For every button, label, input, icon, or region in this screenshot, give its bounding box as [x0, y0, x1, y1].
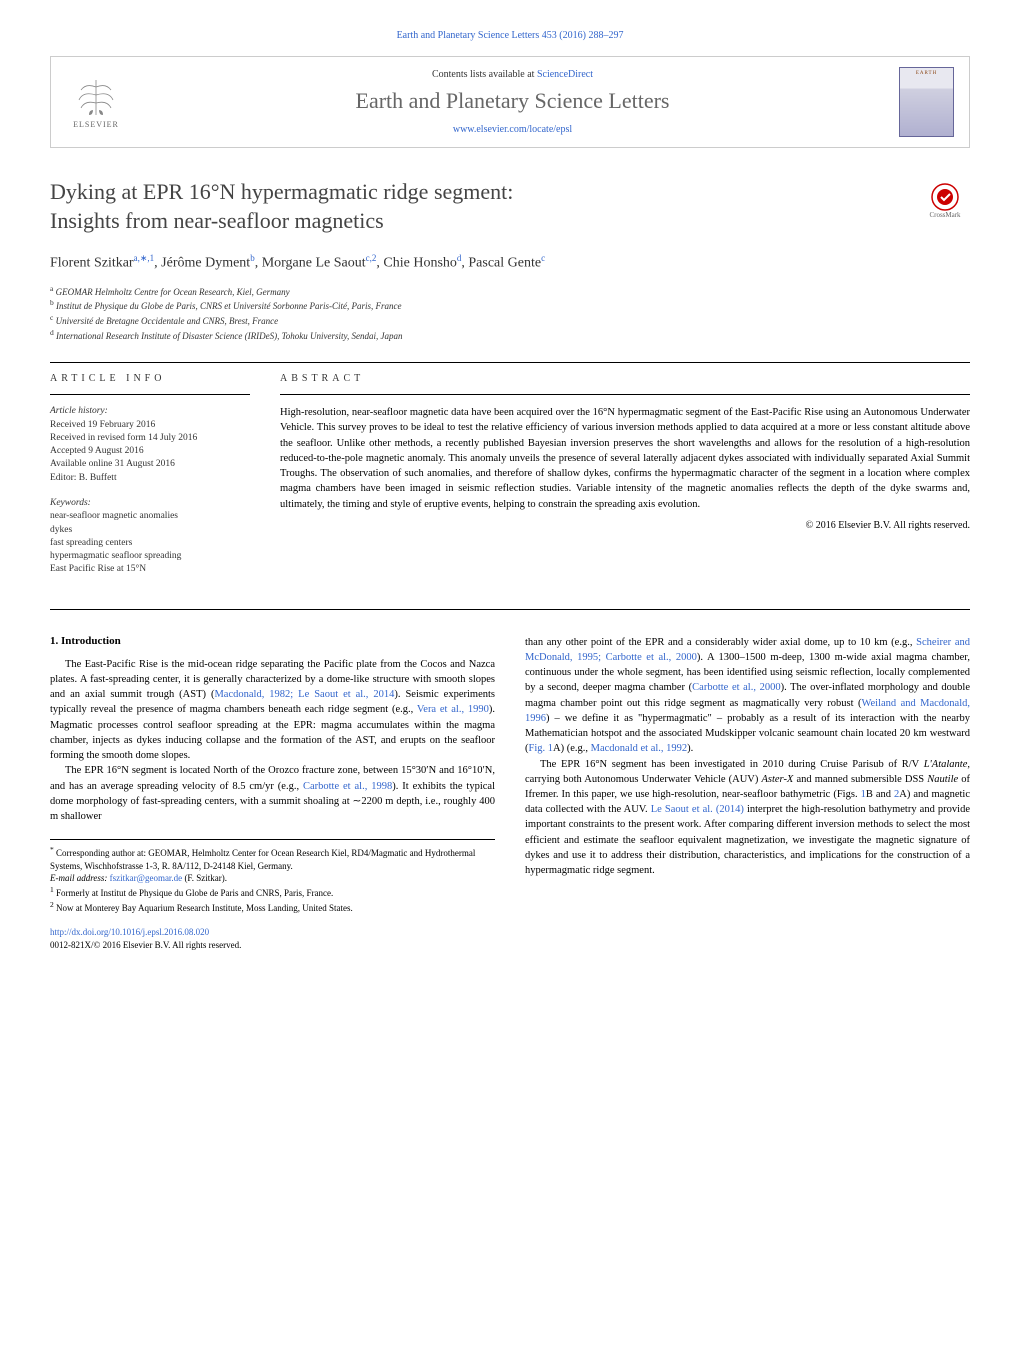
- journal-url[interactable]: www.elsevier.com/locate/epsl: [126, 124, 899, 135]
- top-citation[interactable]: Earth and Planetary Science Letters 453 …: [50, 30, 970, 41]
- doi-block: http://dx.doi.org/10.1016/j.epsl.2016.08…: [50, 926, 495, 951]
- elsevier-label: ELSEVIER: [73, 120, 119, 129]
- keyword-1: near-seafloor magnetic anomalies: [50, 511, 178, 521]
- body-columns: 1. Introduction The East-Pacific Rise is…: [50, 635, 970, 952]
- author-1-sup[interactable]: a,∗,1: [134, 253, 155, 263]
- ref-vera-1990[interactable]: Vera et al., 1990: [417, 704, 489, 715]
- intro-p2: The EPR 16°N segment is located North of…: [50, 763, 495, 824]
- sciencedirect-link[interactable]: ScienceDirect: [537, 69, 593, 80]
- title-line1: Dyking at EPR 16°N hypermagmatic ridge s…: [50, 179, 513, 204]
- article-info-column: ARTICLE INFO Article history: Received 1…: [50, 373, 250, 589]
- abstract-text: High-resolution, near-seafloor magnetic …: [280, 405, 970, 512]
- keyword-3: fast spreading centers: [50, 538, 132, 548]
- article-info-header: ARTICLE INFO: [50, 373, 250, 384]
- abstract-copyright: © 2016 Elsevier B.V. All rights reserved…: [280, 520, 970, 531]
- intro-p3: The EPR 16°N segment has been investigat…: [525, 757, 970, 879]
- intro-p1: The East-Pacific Rise is the mid-ocean r…: [50, 657, 495, 764]
- received-date: Received 19 February 2016: [50, 420, 155, 430]
- footnote-2: 2 Now at Monterey Bay Aquarium Research …: [50, 900, 495, 915]
- intro-p2-cont: than any other point of the EPR and a co…: [525, 635, 970, 757]
- ref-macdonald-1992[interactable]: Macdonald et al., 1992: [591, 743, 688, 754]
- author-5-sup[interactable]: c: [541, 253, 545, 263]
- keyword-2: dykes: [50, 525, 72, 535]
- footnotes: * Corresponding author at: GEOMAR, Helmh…: [50, 839, 495, 914]
- divider-info: [50, 394, 250, 395]
- article-history: Article history: Received 19 February 20…: [50, 405, 250, 485]
- contents-prefix: Contents lists available at: [432, 69, 537, 80]
- divider-bottom: [50, 609, 970, 610]
- doi-link[interactable]: http://dx.doi.org/10.1016/j.epsl.2016.08…: [50, 927, 209, 937]
- affiliation-b: b Institut de Physique du Globe de Paris…: [50, 298, 970, 313]
- header-center: Contents lists available at ScienceDirec…: [126, 69, 899, 135]
- accepted-date: Accepted 9 August 2016: [50, 446, 144, 456]
- section-1-heading: 1. Introduction: [50, 635, 495, 647]
- right-column: than any other point of the EPR and a co…: [525, 635, 970, 952]
- history-label: Article history:: [50, 406, 108, 416]
- journal-name: Earth and Planetary Science Letters: [126, 88, 899, 114]
- ref-carbotte-1998[interactable]: Carbotte et al., 1998: [303, 781, 392, 792]
- keyword-5: East Pacific Rise at 15°N: [50, 564, 146, 574]
- keywords-label: Keywords:: [50, 498, 91, 508]
- email-link[interactable]: fszitkar@geomar.de: [110, 873, 183, 883]
- footnote-1: 1 Formerly at Institut de Physique du Gl…: [50, 885, 495, 900]
- crossmark-label: CrossMark: [929, 211, 960, 219]
- author-4: Chie Honsho: [383, 256, 457, 271]
- paper-title: Dyking at EPR 16°N hypermagmatic ridge s…: [50, 178, 900, 235]
- abstract-column: ABSTRACT High-resolution, near-seafloor …: [280, 373, 970, 589]
- author-3-sup[interactable]: c,2: [366, 253, 377, 263]
- divider-abstract: [280, 394, 970, 395]
- author-2: Jérôme Dyment: [161, 256, 250, 271]
- crossmark-badge[interactable]: CrossMark: [920, 183, 970, 219]
- author-4-sup[interactable]: d: [457, 253, 462, 263]
- cover-word1: EARTH: [916, 71, 937, 76]
- title-line2: Insights from near-seafloor magnetics: [50, 208, 384, 233]
- editor: Editor: B. Buffett: [50, 473, 117, 483]
- crossmark-icon: [931, 183, 959, 211]
- left-column: 1. Introduction The East-Pacific Rise is…: [50, 635, 495, 952]
- divider-top: [50, 362, 970, 363]
- body-text-right: than any other point of the EPR and a co…: [525, 635, 970, 879]
- info-abstract-row: ARTICLE INFO Article history: Received 1…: [50, 373, 970, 589]
- affiliation-c: c Université de Bretagne Occidentale and…: [50, 313, 970, 328]
- ref-macdonald-1982[interactable]: Macdonald, 1982; Le Saout et al., 2014: [214, 689, 394, 700]
- journal-header: ELSEVIER Contents lists available at Sci…: [50, 56, 970, 148]
- affiliation-d: d International Research Institute of Di…: [50, 328, 970, 343]
- author-5: Pascal Gente: [468, 256, 541, 271]
- issn-copyright: 0012-821X/© 2016 Elsevier B.V. All right…: [50, 940, 241, 950]
- body-text-left: The East-Pacific Rise is the mid-ocean r…: [50, 657, 495, 824]
- ref-carbotte-2000a[interactable]: Carbotte et al., 2000: [692, 682, 780, 693]
- author-2-sup[interactable]: b: [250, 253, 255, 263]
- affiliation-a: a GEOMAR Helmholtz Centre for Ocean Rese…: [50, 284, 970, 299]
- available-date: Available online 31 August 2016: [50, 459, 175, 469]
- elsevier-logo[interactable]: ELSEVIER: [66, 70, 126, 135]
- email-line: E-mail address: fszitkar@geomar.de (F. S…: [50, 872, 495, 885]
- contents-line: Contents lists available at ScienceDirec…: [126, 69, 899, 80]
- title-row: Dyking at EPR 16°N hypermagmatic ridge s…: [50, 178, 970, 235]
- authors-list: Florent Szitkara,∗,1, Jérôme Dymentb, Mo…: [50, 253, 970, 272]
- author-3: Morgane Le Saout: [262, 256, 366, 271]
- revised-date: Received in revised form 14 July 2016: [50, 433, 197, 443]
- elsevier-tree-icon: [71, 75, 121, 120]
- fig-1-link[interactable]: Fig. 1: [529, 743, 554, 754]
- author-1: Florent Szitkar: [50, 256, 134, 271]
- journal-cover-thumbnail[interactable]: EARTH: [899, 67, 954, 137]
- keywords-block: Keywords: near-seafloor magnetic anomali…: [50, 497, 250, 577]
- abstract-header: ABSTRACT: [280, 373, 970, 384]
- ref-lesaout-2014[interactable]: Le Saout et al. (2014): [651, 804, 744, 815]
- affiliations: a GEOMAR Helmholtz Centre for Ocean Rese…: [50, 284, 970, 342]
- corresponding-author: * Corresponding author at: GEOMAR, Helmh…: [50, 845, 495, 872]
- keyword-4: hypermagmatic seafloor spreading: [50, 551, 181, 561]
